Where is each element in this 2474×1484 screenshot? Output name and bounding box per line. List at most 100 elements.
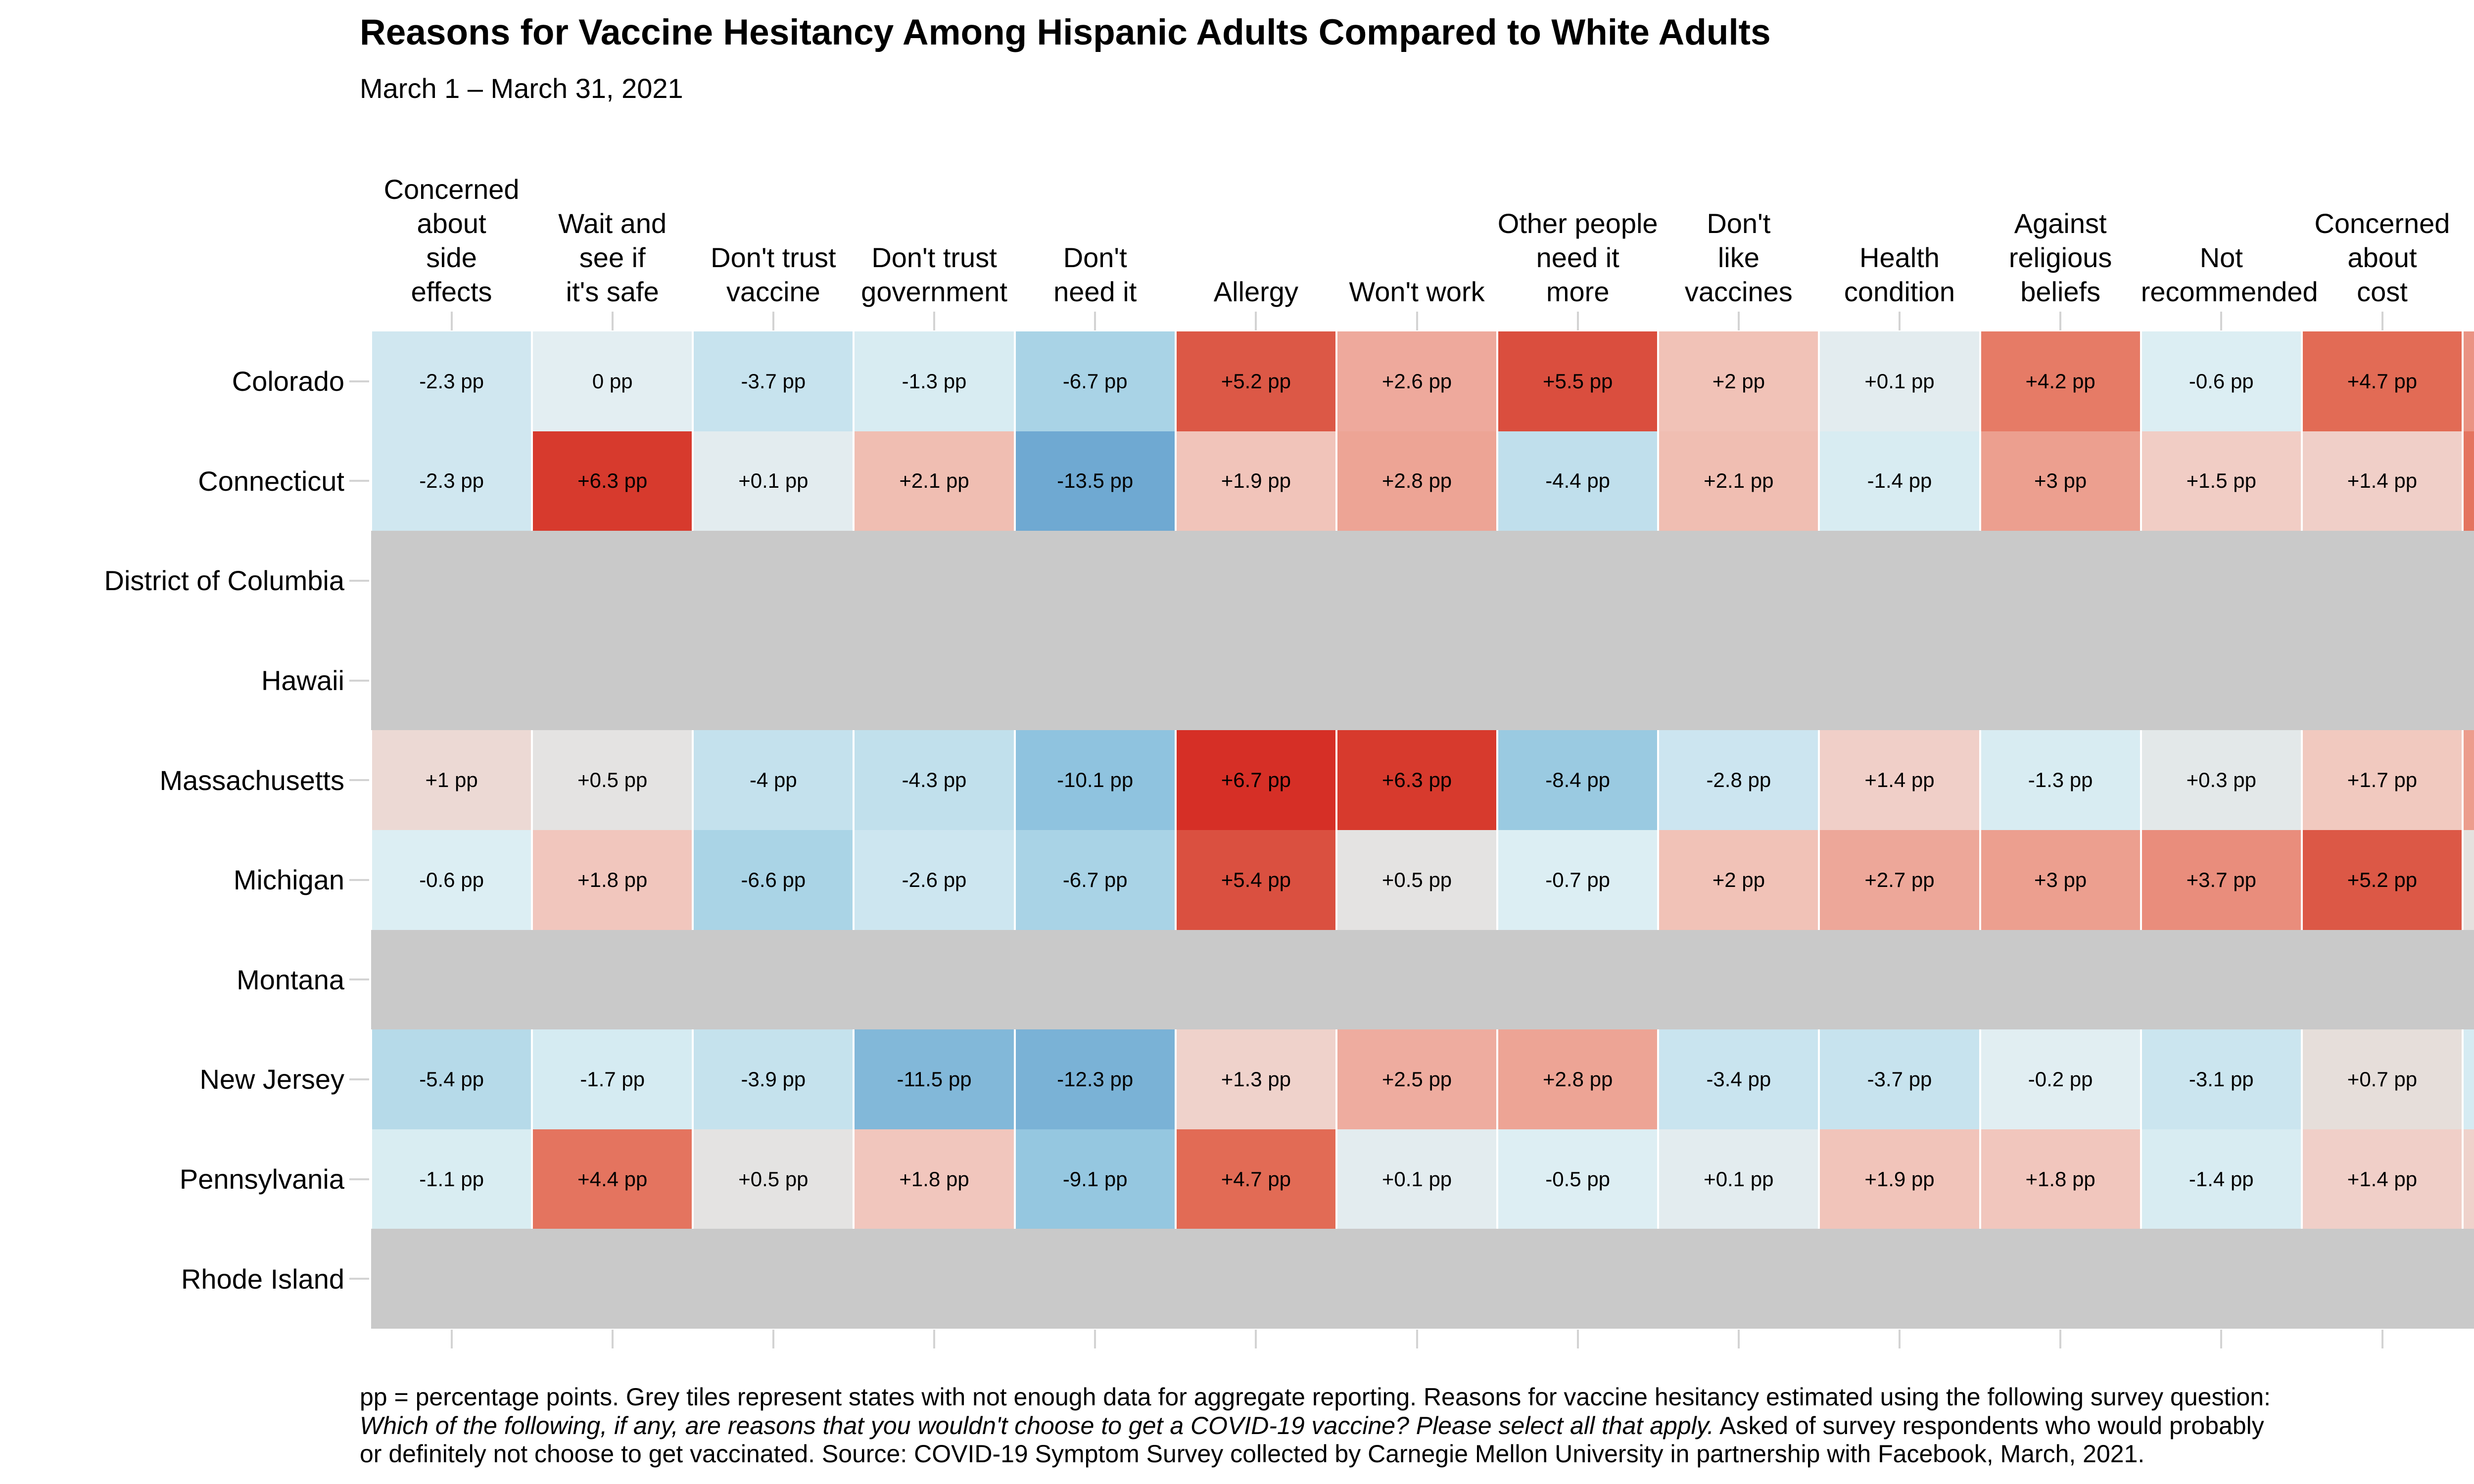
heatmap-cell-michigan-not-recommended: +3.7 pp	[2141, 830, 2302, 930]
heatmap-cell-pennsylvania-won-t-work: +0.1 pp	[1336, 1129, 1498, 1229]
x-axis-tick-top	[933, 312, 936, 330]
y-axis-tick-left	[349, 1278, 369, 1280]
heatmap-cell-massachusetts-don-t-trust-government: -4.3 pp	[854, 730, 1015, 830]
heatmap-cell-michigan-other-people-need-it-more: -0.7 pp	[1497, 830, 1659, 930]
heatmap-cell-pennsylvania-allergy: +4.7 pp	[1175, 1129, 1336, 1229]
heatmap-cell-new-jersey-don-t-trust-vaccine: -3.9 pp	[693, 1029, 854, 1129]
heatmap-cell-michigan-don-t-trust-vaccine: -6.6 pp	[693, 830, 854, 930]
heatmap-cell-connecticut-won-t-work: +2.8 pp	[1336, 431, 1498, 531]
chart-subtitle: March 1 – March 31, 2021	[360, 73, 683, 104]
missing-data-bar-rhode-island	[371, 1229, 2474, 1329]
heatmap-cell-new-jersey-pregnancy: -1.7 pp	[2463, 1029, 2474, 1129]
heatmap-cell-massachusetts-don-t-like-vaccines: -2.8 pp	[1658, 730, 1819, 830]
heatmap-cell-new-jersey-concerned-about-cost: +0.7 pp	[2301, 1029, 2463, 1129]
x-axis-tick-bottom	[611, 1330, 614, 1348]
heatmap-cell-massachusetts-concerned-about-side-effects: +1 pp	[371, 730, 532, 830]
heatmap-cell-michigan-won-t-work: +0.5 pp	[1336, 830, 1498, 930]
heatmap-cell-connecticut-pregnancy: +4.4 pp	[2463, 431, 2474, 531]
state-labels: Colorado Connecticut District of Columbia H…	[0, 331, 344, 1329]
x-axis-tick-bottom	[1094, 1330, 1096, 1348]
x-axis-tick-top	[2059, 312, 2062, 330]
x-axis-tick-bottom	[772, 1330, 774, 1348]
y-axis-tick-left	[349, 679, 369, 682]
heatmap-cell-pennsylvania-not-recommended: -1.4 pp	[2141, 1129, 2302, 1229]
column-header-don-t-need-it: Don't need it	[1053, 242, 1137, 307]
heatmap-cell-pennsylvania-don-t-need-it: -9.1 pp	[1014, 1129, 1176, 1229]
y-axis-tick-left	[349, 480, 369, 482]
heatmap-cell-massachusetts-don-t-need-it: -10.1 pp	[1014, 730, 1176, 830]
heatmap-cell-colorado-concerned-about-side-effects: -2.3 pp	[371, 331, 532, 431]
heatmap-cell-colorado-against-religious-beliefs: +4.2 pp	[1980, 331, 2141, 431]
missing-data-bar-hawaii	[371, 630, 2474, 731]
heatmap-cell-connecticut-concerned-about-side-effects: -2.3 pp	[371, 431, 532, 531]
footnote-text: Asked of survey respondents who would pr…	[1713, 1411, 2264, 1439]
y-axis-tick-left	[349, 580, 369, 582]
heatmap-cell-colorado-don-t-like-vaccines: +2 pp	[1658, 331, 1819, 431]
column-header-health-condition: Health condition	[1844, 242, 1955, 307]
heatmap-cell-connecticut-health-condition: -1.4 pp	[1819, 431, 1980, 531]
heatmap-cell-michigan-wait-and-see-if-it-s-safe: +1.8 pp	[532, 830, 693, 930]
y-axis-tick-left	[349, 1178, 369, 1180]
heatmap-cell-new-jersey-don-t-need-it: -12.3 pp	[1014, 1029, 1176, 1129]
heatmap-cell-michigan-concerned-about-cost: +5.2 pp	[2301, 830, 2463, 930]
x-axis-tick-bottom	[933, 1330, 936, 1348]
x-axis-tick-top	[2381, 312, 2383, 330]
state-label-michigan: Michigan	[233, 864, 344, 896]
heatmap-cell-new-jersey-against-religious-beliefs: -0.2 pp	[1980, 1029, 2141, 1129]
heatmap-cell-colorado-other-people-need-it-more: +5.5 pp	[1497, 331, 1659, 431]
heatmap-cell-massachusetts-against-religious-beliefs: -1.3 pp	[1980, 730, 2141, 830]
column-header-not-recommended: Not recommended	[2141, 242, 2318, 307]
heatmap-cell-new-jersey-wait-and-see-if-it-s-safe: -1.7 pp	[532, 1029, 693, 1129]
column-header-other-people-need-it-more: Other people need it more	[1497, 208, 1658, 307]
column-header-concerned-about-cost: Concerned about cost	[2314, 208, 2450, 307]
y-axis-tick-left	[349, 779, 369, 782]
heatmap-cell-michigan-don-t-trust-government: -2.6 pp	[854, 830, 1015, 930]
x-axis-tick-top	[1576, 312, 1579, 330]
state-label-rhode-island: Rhode Island	[181, 1263, 344, 1295]
heatmap-cell-colorado-don-t-trust-vaccine: -3.7 pp	[693, 331, 854, 431]
column-header-against-religious-beliefs: Against religious beliefs	[2008, 208, 2112, 307]
heatmap-cell-michigan-concerned-about-side-effects: -0.6 pp	[371, 830, 532, 930]
missing-data-bar-montana	[371, 929, 2474, 1030]
heatmap-cell-colorado-won-t-work: +2.6 pp	[1336, 331, 1498, 431]
heatmap-cell-connecticut-don-t-trust-vaccine: +0.1 pp	[693, 431, 854, 531]
x-axis-tick-bottom	[2381, 1330, 2383, 1348]
x-axis-tick-top	[1416, 312, 1418, 330]
heatmap-cell-colorado-don-t-trust-government: -1.3 pp	[854, 331, 1015, 431]
heatmap-cell-colorado-health-condition: +0.1 pp	[1819, 331, 1980, 431]
heatmap-cell-pennsylvania-wait-and-see-if-it-s-safe: +4.4 pp	[532, 1129, 693, 1229]
heatmap-cell-pennsylvania-don-t-trust-government: +1.8 pp	[854, 1129, 1015, 1229]
footnote-line-1: pp = percentage points. Grey tiles repre…	[360, 1383, 2474, 1412]
x-axis-tick-bottom	[2220, 1330, 2223, 1348]
missing-data-bar-district-of-columbia	[371, 531, 2474, 631]
heatmap-cell-connecticut-don-t-trust-government: +2.1 pp	[854, 431, 1015, 531]
state-label-new-jersey: New Jersey	[199, 1064, 344, 1095]
chart-title: Reasons for Vaccine Hesitancy Among Hisp…	[360, 12, 1771, 52]
heatmap-cell-colorado-allergy: +5.2 pp	[1175, 331, 1336, 431]
heatmap-cell-connecticut-against-religious-beliefs: +3 pp	[1980, 431, 2141, 531]
y-axis-tick-left	[349, 978, 369, 981]
heatmap-cell-pennsylvania-don-t-trust-vaccine: +0.5 pp	[693, 1129, 854, 1229]
heatmap-cell-new-jersey-concerned-about-side-effects: -5.4 pp	[371, 1029, 532, 1129]
heatmap-cell-massachusetts-allergy: +6.7 pp	[1175, 730, 1336, 830]
heatmap-cell-michigan-don-t-need-it: -6.7 pp	[1014, 830, 1176, 930]
heatmap-cell-pennsylvania-concerned-about-side-effects: -1.1 pp	[371, 1129, 532, 1229]
heatmap-cell-pennsylvania-pregnancy: +1.3 pp	[2463, 1129, 2474, 1229]
footnote-line-3: or definitely not choose to get vaccinat…	[360, 1440, 2474, 1469]
heatmap-cell-colorado-wait-and-see-if-it-s-safe: 0 pp	[532, 331, 693, 431]
y-axis-tick-left	[349, 380, 369, 382]
footnote: pp = percentage points. Grey tiles repre…	[360, 1383, 2474, 1469]
state-label-colorado: Colorado	[232, 366, 344, 397]
heatmap-cell-pennsylvania-health-condition: +1.9 pp	[1819, 1129, 1980, 1229]
state-label-hawaii: Hawaii	[261, 665, 344, 696]
y-axis-tick-left	[349, 879, 369, 881]
x-axis-tick-bottom	[450, 1330, 453, 1348]
y-axis-tick-left	[349, 1078, 369, 1080]
footnote-line-2: Which of the following, if any, are reas…	[360, 1412, 2474, 1440]
footnote-text: pp = percentage points. Grey tiles repre…	[360, 1383, 2271, 1411]
column-header-pregnancy: Pregnancy	[2463, 275, 2474, 309]
column-headers: Concerned about side effects Wait and see…	[371, 148, 2474, 309]
heatmap-cell-pennsylvania-concerned-about-cost: +1.4 pp	[2301, 1129, 2463, 1229]
x-axis-tick-bottom	[2059, 1330, 2062, 1348]
